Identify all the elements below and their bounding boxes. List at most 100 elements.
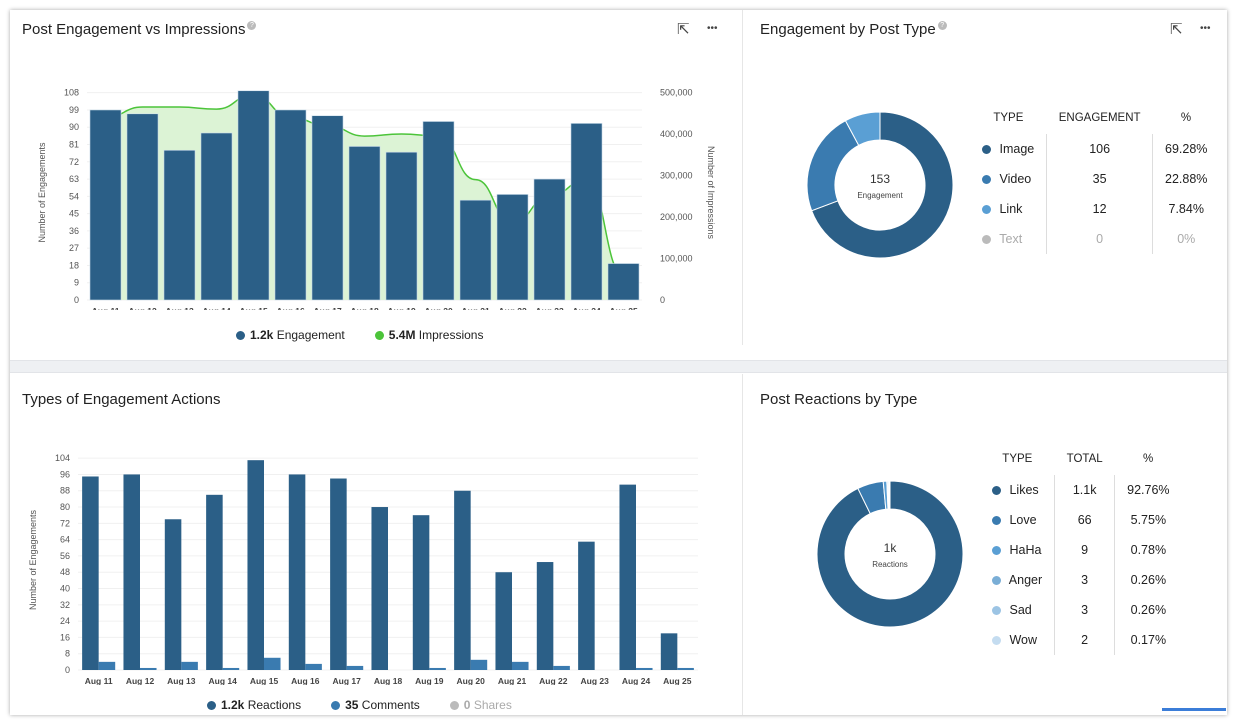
x-tick-label: Aug 12 (126, 676, 155, 685)
bar-comments (181, 661, 198, 670)
x-tick-label: Aug 12 (128, 306, 157, 310)
percent-cell: 69.28% (1165, 142, 1208, 156)
external-link-icon[interactable]: ⇱ (1170, 21, 1183, 38)
percent-cell: 22.88% (1165, 172, 1208, 186)
legend-label: Comments (361, 698, 420, 712)
type-label: Sad (1009, 603, 1032, 617)
bar-engagement (570, 123, 603, 301)
reactions-table: TYPE TOTAL% Likes 1.1k 92.76% Love 66 5.75% H… (980, 453, 1182, 655)
legend-dot (374, 331, 384, 340)
y-tick-label: 63 (69, 174, 79, 184)
column-divider (742, 10, 743, 345)
post-type-table: TYPE ENGAGEMENT% Image 106 69.28% Video 35 22… (970, 112, 1219, 254)
bar-reactions (578, 541, 595, 670)
reactions-donut: 1k Reactions (816, 480, 964, 628)
value-cell: 12 (1046, 194, 1154, 224)
legend-value: 0 (463, 698, 471, 712)
column-divider (742, 374, 743, 715)
bar-engagement (385, 151, 418, 301)
x-tick-label: Aug 22 (498, 306, 527, 310)
percent-cell: 0.26% (1130, 573, 1167, 587)
table-row: Wow 2 0.17% (980, 625, 1182, 655)
bar-comments (264, 657, 281, 670)
legend-dot (331, 701, 341, 710)
donut-center-value: 153 (870, 172, 890, 186)
y-tick-label: 81 (69, 140, 79, 150)
percent-cell: 0.26% (1130, 603, 1167, 617)
column-header: TYPE (993, 112, 1024, 124)
panel-title: Post Engagement vs Impressions? (22, 21, 257, 38)
legend-item-comments[interactable]: 35 Comments (331, 698, 420, 712)
y2-tick-label: 100,000 (660, 254, 693, 264)
table-row: Image 106 69.28% (970, 134, 1219, 164)
x-tick-label: Aug 21 (461, 306, 490, 310)
y-tick-label: 99 (69, 105, 79, 115)
y-tick-label: 80 (60, 502, 70, 512)
legend-value: 1.2k (250, 328, 274, 342)
bar-reactions (330, 478, 347, 670)
bar-engagement (89, 109, 122, 301)
y-tick-label: 88 (60, 486, 70, 496)
x-tick-label: Aug 11 (92, 306, 120, 310)
donut-slice-video (806, 120, 860, 212)
value-cell: 35 (1046, 164, 1154, 194)
legend-item-reactions[interactable]: 1.2k Reactions (207, 698, 301, 712)
legend-item-engagement[interactable]: 1.2k Engagement (236, 328, 345, 342)
legend-value: 1.2k (221, 698, 245, 712)
legend-dot (207, 701, 216, 710)
x-tick-label: Aug 13 (167, 676, 196, 685)
y-axis-label: Number of Engagements (37, 142, 47, 243)
scrollbar[interactable] (1162, 708, 1226, 711)
panel-title: Types of Engagement Actions (22, 391, 221, 408)
x-tick-label: Aug 18 (374, 676, 403, 685)
donut-center-value: 1k (884, 541, 898, 555)
bar-reactions (412, 515, 430, 670)
x-tick-label: Aug 25 (609, 306, 638, 310)
percent-cell: 92.76% (1127, 483, 1170, 497)
type-label: Wow (1009, 633, 1038, 647)
percent-cell: 0% (1177, 232, 1196, 246)
y-tick-label: 45 (69, 209, 79, 219)
chart-legend: 1.2k Engagement 5.4M Impressions (236, 328, 483, 342)
legend-dot (236, 331, 245, 340)
bar-engagement (533, 178, 566, 301)
table-row: Anger 3 0.26% (980, 565, 1182, 595)
bar-engagement (311, 115, 344, 301)
table-row: Text 0 0% (970, 224, 1219, 254)
legend-dot (992, 516, 1001, 525)
y-tick-label: 108 (64, 88, 79, 98)
bar-comments (140, 667, 157, 670)
value-cell: 66 (1054, 505, 1116, 535)
x-tick-label: Aug 21 (498, 676, 527, 685)
y2-tick-label: 200,000 (660, 212, 693, 222)
type-label: Text (999, 232, 1023, 246)
table-row: Link 12 7.84% (970, 194, 1219, 224)
y-tick-label: 32 (60, 600, 70, 610)
type-label: Image (999, 142, 1035, 156)
more-icon[interactable]: ••• (1200, 23, 1211, 34)
help-icon[interactable]: ? (247, 21, 257, 30)
x-tick-label: Aug 15 (239, 306, 268, 310)
value-cell: 2 (1054, 625, 1116, 655)
more-icon[interactable]: ••• (707, 23, 718, 34)
legend-dot (992, 606, 1001, 615)
donut-center-label: Reactions (872, 560, 908, 569)
legend-item-shares[interactable]: 0 Shares (449, 698, 512, 712)
external-link-icon[interactable]: ⇱ (677, 21, 690, 38)
type-label: Anger (1008, 573, 1043, 587)
engagement-actions-chart: 0 8 16 24 32 40 48 56 64 72 80 88 96 104 Number of Eng… (28, 453, 698, 685)
legend-item-impressions[interactable]: 5.4M Impressions (374, 328, 483, 342)
y2-tick-label: 400,000 (660, 129, 693, 139)
bar-comments (429, 667, 446, 670)
y-tick-label: 40 (60, 584, 70, 594)
bar-reactions (371, 507, 388, 670)
type-label: Love (1009, 513, 1037, 527)
help-icon[interactable]: ? (937, 21, 947, 30)
legend-dot (992, 546, 1001, 555)
bar-reactions (164, 519, 182, 670)
bar-reactions (288, 474, 306, 670)
bar-engagement (163, 149, 196, 301)
column-header: TOTAL (1066, 453, 1103, 465)
y-axis-label: Number of Engagements (28, 509, 38, 610)
bar-reactions (206, 494, 223, 670)
